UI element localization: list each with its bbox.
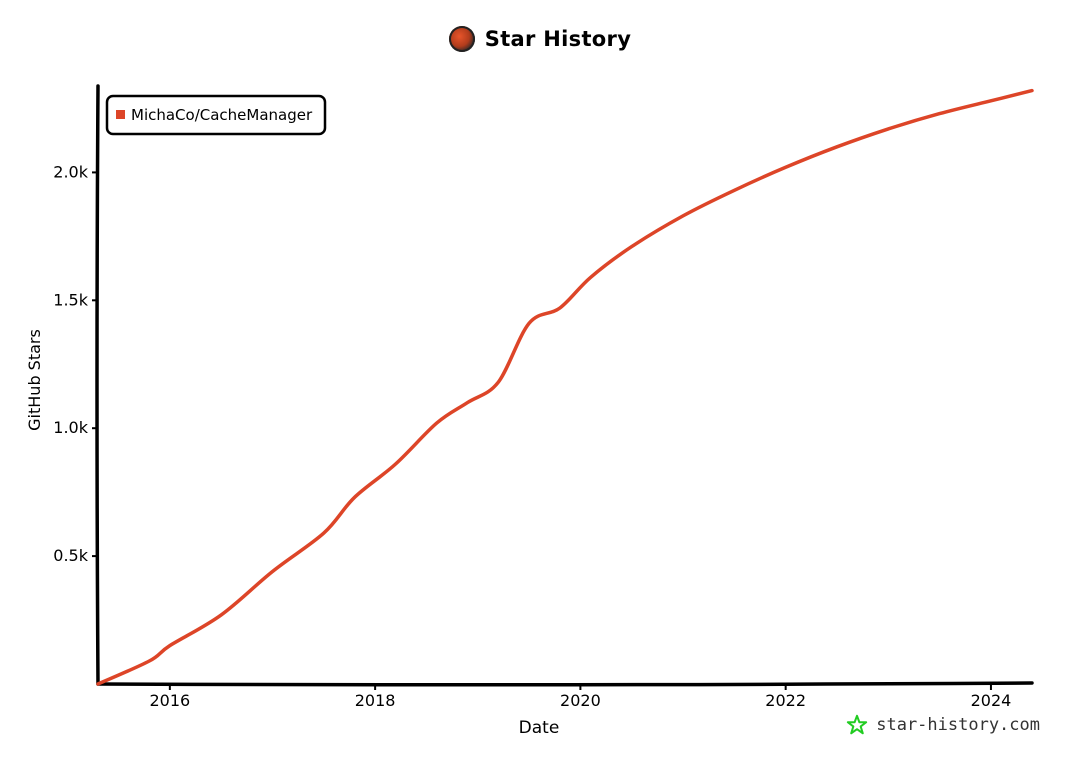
legend-box bbox=[105, 94, 327, 136]
chart-title: Star History bbox=[448, 26, 632, 52]
chart-series bbox=[96, 88, 1034, 686]
y-axis-label: GitHub Stars bbox=[25, 329, 44, 431]
chart-legend: MichaCo/CacheManager bbox=[105, 94, 327, 136]
x-axis-line bbox=[96, 681, 1034, 687]
chart-ticks: 2016 2018 2020 2022 2024 0.5k 1.0k 1.5k 2.0k bbox=[53, 162, 1011, 710]
x-tick-label: 2024 bbox=[971, 691, 1012, 710]
watermark[interactable]: star-history.com bbox=[846, 714, 1040, 736]
x-tick-label: 2020 bbox=[560, 691, 601, 710]
legend-label: MichaCo/CacheManager bbox=[131, 106, 313, 124]
y-axis-line bbox=[95, 84, 100, 686]
y-tick-label: 1.0k bbox=[53, 418, 88, 437]
chart-title-bar: Star History bbox=[0, 26, 1080, 56]
series-line bbox=[96, 88, 1034, 686]
y-tick-label: 0.5k bbox=[53, 546, 88, 565]
x-tick-label: 2022 bbox=[765, 691, 806, 710]
watermark-text: star-history.com bbox=[876, 715, 1040, 735]
x-tick-label: 2016 bbox=[149, 691, 190, 710]
legend-swatch bbox=[116, 110, 125, 119]
y-tick-label: 1.5k bbox=[53, 290, 88, 309]
chart-title-text: Star History bbox=[484, 27, 632, 51]
star-history-logo-icon bbox=[448, 26, 475, 52]
star-outline-icon bbox=[847, 714, 868, 735]
x-axis-label: Date bbox=[519, 718, 560, 738]
y-tick-label: 2.0k bbox=[53, 162, 88, 181]
x-tick-label: 2018 bbox=[355, 691, 396, 710]
chart-axes bbox=[95, 84, 1034, 687]
